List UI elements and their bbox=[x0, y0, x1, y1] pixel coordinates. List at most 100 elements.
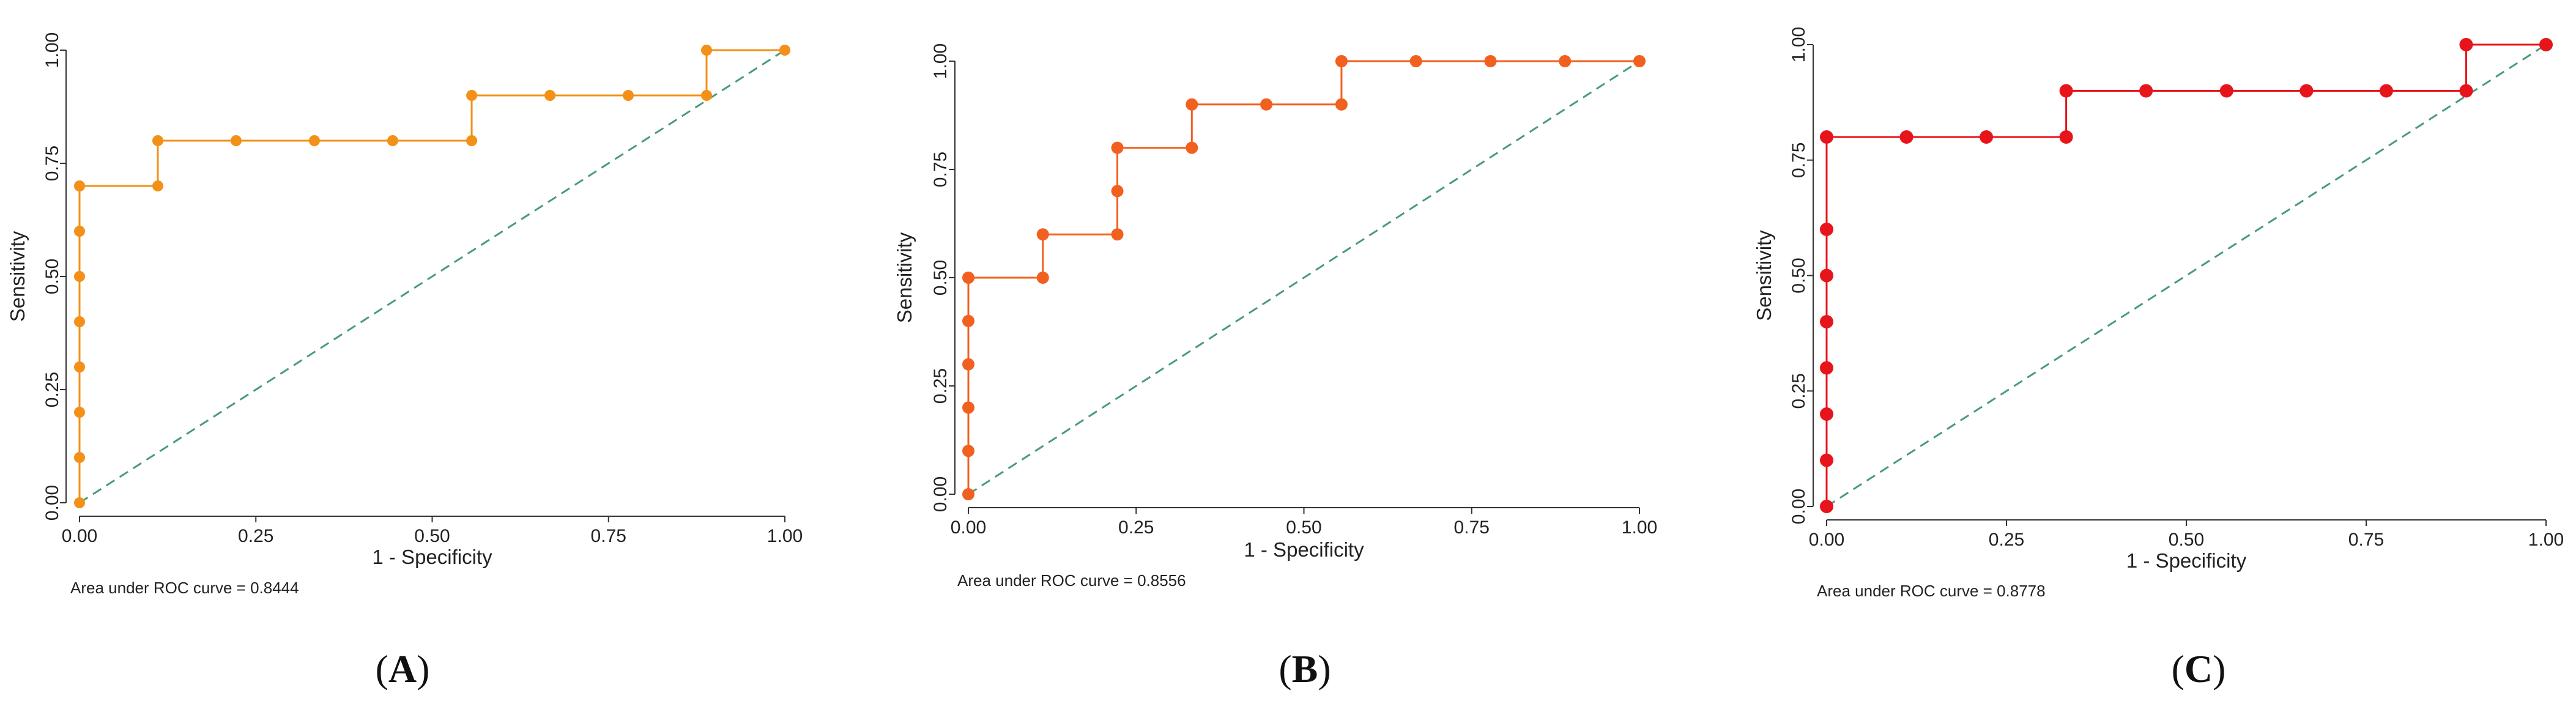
roc-point bbox=[2459, 84, 2473, 98]
roc-point bbox=[1820, 315, 1833, 328]
panel-label: (A) bbox=[376, 647, 430, 691]
roc-point bbox=[387, 135, 398, 146]
y-tick-label: 0.25 bbox=[42, 372, 62, 407]
y-tick-label: 1.00 bbox=[42, 32, 62, 68]
roc-point bbox=[623, 90, 634, 101]
roc-point bbox=[2539, 38, 2553, 51]
roc-point bbox=[962, 314, 974, 327]
roc-point bbox=[74, 226, 85, 237]
roc-point bbox=[466, 135, 478, 146]
roc-point bbox=[1111, 141, 1124, 154]
auc-annotation: Area under ROC curve = 0.8778 bbox=[1817, 582, 2046, 600]
roc-point bbox=[74, 180, 85, 191]
roc-point bbox=[962, 488, 974, 500]
roc-point bbox=[962, 272, 974, 284]
roc-point bbox=[1409, 55, 1422, 67]
y-axis-title: Sensitivity bbox=[893, 232, 916, 323]
auc-annotation: Area under ROC curve = 0.8444 bbox=[70, 579, 299, 597]
y-tick-label: 1.00 bbox=[930, 43, 951, 79]
roc-point bbox=[1820, 361, 1833, 375]
y-tick-label: 0.25 bbox=[1789, 373, 1809, 409]
roc-point bbox=[1335, 98, 1348, 111]
roc-point bbox=[308, 135, 320, 146]
x-tick-label: 1.00 bbox=[2528, 530, 2564, 550]
roc-point bbox=[962, 401, 974, 414]
y-tick-label: 0.00 bbox=[42, 485, 62, 521]
x-tick-label: 0.75 bbox=[2348, 530, 2384, 550]
roc-point bbox=[2379, 84, 2393, 98]
roc-point bbox=[74, 407, 85, 418]
roc-point bbox=[1820, 130, 1833, 144]
roc-panel-b: 0.00 0.25 0.50 0.75 1.00 0.00 0.25 0.50 0.75 1.00… bbox=[893, 43, 1657, 691]
x-tick-label: 0.25 bbox=[1989, 530, 2024, 550]
roc-point bbox=[74, 271, 85, 282]
roc-point bbox=[1820, 453, 1833, 467]
roc-point bbox=[962, 358, 974, 371]
roc-point bbox=[1559, 55, 1572, 67]
roc-point bbox=[1036, 228, 1049, 241]
roc-point bbox=[779, 45, 790, 56]
x-tick-label: 0.50 bbox=[1286, 517, 1321, 538]
reference-diagonal-line bbox=[968, 60, 1640, 495]
roc-point bbox=[74, 497, 85, 508]
roc-point bbox=[1820, 500, 1833, 513]
x-tick-label: 0.00 bbox=[62, 526, 97, 546]
x-axis-title: 1 - Specificity bbox=[372, 546, 492, 568]
roc-point bbox=[466, 90, 478, 101]
y-tick-label: 0.00 bbox=[1789, 489, 1809, 524]
x-tick-label: 1.00 bbox=[1622, 517, 1657, 538]
roc-point bbox=[1111, 228, 1124, 241]
y-axis-title: Sensitivity bbox=[1753, 230, 1775, 321]
roc-point bbox=[1260, 98, 1273, 111]
roc-point bbox=[962, 445, 974, 458]
roc-point bbox=[2139, 84, 2153, 98]
x-tick-label: 0.50 bbox=[414, 526, 450, 546]
y-tick-label: 0.50 bbox=[42, 259, 62, 294]
x-tick-label: 0.75 bbox=[1454, 517, 1490, 538]
roc-point bbox=[1980, 130, 1994, 144]
roc-panel-c: 0.00 0.25 0.50 0.75 1.00 0.00 0.25 0.50 0.75 1.00… bbox=[1753, 27, 2564, 691]
x-tick-label: 0.25 bbox=[1118, 517, 1154, 538]
roc-point bbox=[1820, 407, 1833, 421]
x-tick-label: 0.50 bbox=[2169, 530, 2204, 550]
y-tick-label: 0.75 bbox=[42, 146, 62, 181]
roc-point bbox=[1186, 141, 1198, 154]
roc-point bbox=[701, 45, 713, 56]
roc-point bbox=[1633, 55, 1646, 67]
roc-point bbox=[1335, 55, 1348, 67]
roc-point bbox=[1820, 269, 1833, 283]
x-tick-label: 0.25 bbox=[238, 526, 273, 546]
roc-point bbox=[2219, 84, 2233, 98]
roc-point bbox=[1899, 130, 1913, 144]
roc-point bbox=[1820, 223, 1833, 236]
roc-point bbox=[2059, 130, 2073, 144]
panel-label: (C) bbox=[2172, 647, 2226, 691]
roc-point bbox=[230, 135, 242, 146]
roc-point bbox=[2299, 84, 2314, 98]
y-tick-label: 0.50 bbox=[930, 260, 951, 295]
roc-point bbox=[2059, 84, 2073, 98]
reference-diagonal-line bbox=[79, 49, 785, 504]
y-tick-label: 0.50 bbox=[1789, 258, 1809, 293]
y-tick-label: 0.75 bbox=[930, 152, 951, 187]
y-tick-label: 0.25 bbox=[930, 368, 951, 404]
roc-point bbox=[1186, 98, 1198, 111]
roc-point bbox=[74, 452, 85, 463]
x-tick-label: 0.00 bbox=[1809, 530, 1844, 550]
x-axis-title: 1 - Specificity bbox=[2126, 549, 2247, 572]
roc-point bbox=[2459, 38, 2473, 51]
roc-point bbox=[152, 180, 163, 191]
roc-point bbox=[1036, 272, 1049, 284]
roc-point bbox=[701, 90, 713, 101]
roc-panel-a: 0.00 0.25 0.50 0.75 1.00 0.00 0.25 0.50 0.75 1.00… bbox=[6, 32, 803, 691]
roc-point bbox=[74, 316, 85, 327]
y-tick-label: 1.00 bbox=[1789, 27, 1809, 62]
x-tick-label: 0.00 bbox=[951, 517, 986, 538]
y-tick-label: 0.75 bbox=[1789, 143, 1809, 178]
y-axis-title: Sensitivity bbox=[6, 231, 29, 322]
reference-diagonal-line bbox=[1826, 43, 2547, 508]
roc-point bbox=[1484, 55, 1497, 67]
roc-point bbox=[1111, 185, 1124, 198]
x-axis-title: 1 - Specificity bbox=[1244, 538, 1364, 561]
y-tick-label: 0.00 bbox=[930, 476, 951, 512]
